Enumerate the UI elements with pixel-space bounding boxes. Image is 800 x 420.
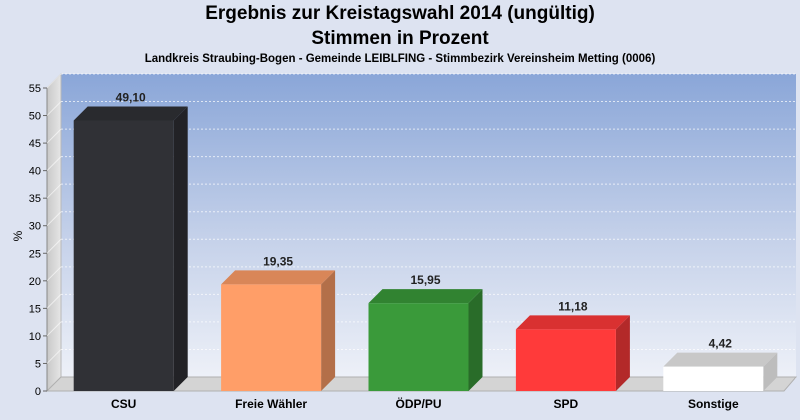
x-tick-label: Sonstige <box>688 397 739 411</box>
y-tick-label: 35 <box>29 193 41 205</box>
bar-top <box>221 270 336 285</box>
bar-top <box>663 352 778 367</box>
plot-side-wall <box>46 72 62 393</box>
x-tick-label: ÖDP/PU <box>395 396 441 411</box>
gridline-wall <box>46 349 62 364</box>
data-label: 49,10 <box>116 91 146 105</box>
y-tick-label: 20 <box>29 276 41 288</box>
bar-front <box>663 366 764 391</box>
gridline-wall <box>46 266 62 282</box>
gridline-wall <box>46 183 62 199</box>
y-tick-label: 15 <box>29 303 41 315</box>
bar-side <box>173 106 188 392</box>
data-label: 19,35 <box>263 254 293 268</box>
chart-subtitle: Landkreis Straubing-Bogen - Gemeinde LEI… <box>144 53 656 65</box>
bar-freie-w-hler <box>221 270 336 391</box>
bar-front <box>221 284 322 391</box>
bar-top <box>368 289 483 304</box>
bar-spd <box>515 315 630 391</box>
data-label: 11,18 <box>558 299 588 313</box>
gridline-wall <box>46 294 62 309</box>
bar-sonstige <box>663 352 778 391</box>
y-axis-ticks: 0 5 10 15 20 25 30 35 40 45 50 55 <box>29 83 47 398</box>
y-tick-label: 5 <box>35 358 41 370</box>
bar-top <box>73 106 188 121</box>
gridline-wall <box>46 101 62 116</box>
bar-front <box>368 303 469 391</box>
y-axis-label: % <box>11 230 25 241</box>
x-axis-labels: CSU Freie Wähler ÖDP/PU SPD Sonstige <box>111 396 739 411</box>
data-label: 4,42 <box>709 337 733 351</box>
bars <box>73 106 778 392</box>
gridline-wall <box>46 128 62 144</box>
bar-side <box>615 315 630 391</box>
y-tick-label: 40 <box>29 166 41 178</box>
bar-csu <box>73 106 188 392</box>
x-tick-label: Freie Wähler <box>235 397 307 411</box>
gridline-wall <box>46 156 62 171</box>
gridline-wall <box>46 73 62 89</box>
x-tick-label: SPD <box>554 397 579 411</box>
bar-top <box>515 315 630 330</box>
y-tick-label: 55 <box>29 83 41 95</box>
x-tick-label: CSU <box>111 397 136 411</box>
y-tick-label: 30 <box>29 221 41 233</box>
chart-title-line-2: Stimmen in Prozent <box>311 28 489 49</box>
y-tick-label: 0 <box>35 386 41 398</box>
gridline-wall <box>46 238 62 254</box>
y-tick-label: 25 <box>29 248 41 260</box>
gridlines <box>46 73 796 364</box>
y-tick-label: 10 <box>29 331 41 343</box>
bar--dp-pu <box>368 289 483 391</box>
data-label: 15,95 <box>410 273 440 287</box>
bar-side <box>468 289 483 391</box>
y-tick-label: 45 <box>29 138 41 150</box>
y-tick-label: 50 <box>29 111 41 123</box>
gridline-wall <box>46 321 62 337</box>
gridline-wall <box>46 211 62 227</box>
data-labels: 49,10 19,35 15,95 11,18 4,42 <box>116 91 733 351</box>
bar-side <box>321 270 336 391</box>
bar-front <box>515 329 616 391</box>
bar-side <box>763 352 778 391</box>
bar-front <box>73 120 174 392</box>
chart-title: Ergebnis zur Kreistagswahl 2014 (ungülti… <box>205 3 595 24</box>
